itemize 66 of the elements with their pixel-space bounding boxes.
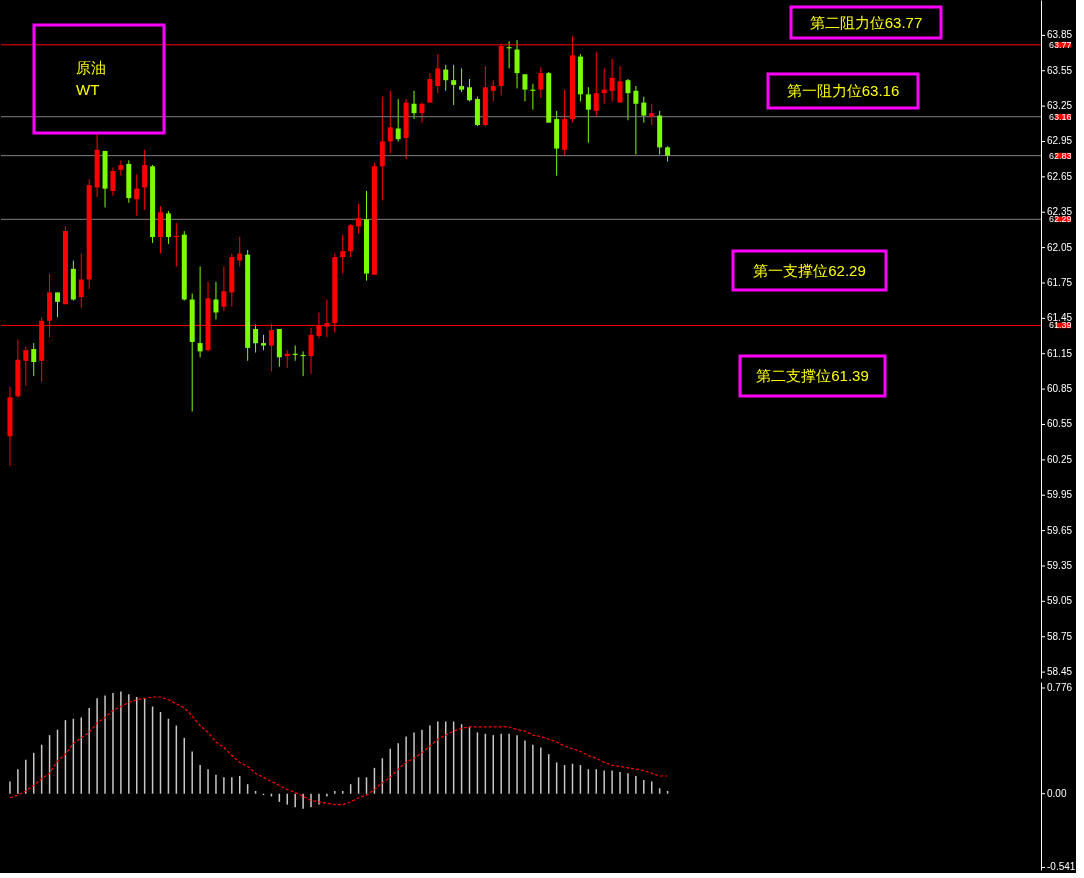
candlestick bbox=[237, 236, 243, 267]
y-tick-label: 60.25 bbox=[1047, 453, 1073, 465]
candlestick bbox=[197, 265, 203, 358]
candlestick bbox=[23, 346, 29, 387]
y-tick-label: 63.85 bbox=[1047, 29, 1073, 41]
candlestick bbox=[633, 85, 639, 155]
y-tick-label: 59.95 bbox=[1047, 489, 1073, 501]
candlestick bbox=[142, 149, 148, 211]
y-tick-label: 63.25 bbox=[1047, 100, 1073, 112]
candlestick bbox=[625, 78, 631, 121]
candlestick bbox=[514, 39, 520, 89]
y-tick-label: 58.75 bbox=[1047, 630, 1073, 642]
y-tick-label: 60.55 bbox=[1047, 418, 1073, 430]
y-tick-label: 63.55 bbox=[1047, 64, 1073, 76]
candlestick bbox=[134, 174, 140, 217]
candlestick bbox=[308, 327, 314, 375]
candlestick bbox=[118, 159, 124, 177]
candlestick bbox=[443, 64, 449, 92]
candlestick bbox=[451, 64, 457, 106]
y-tick-label: 59.05 bbox=[1047, 595, 1073, 607]
y-tick-label: -0.541 bbox=[1047, 861, 1076, 873]
y-tick-label: 62.65 bbox=[1047, 170, 1073, 182]
y-tick-label: 61.45 bbox=[1047, 312, 1073, 324]
candlestick bbox=[110, 166, 116, 197]
y-tick-label: 0.776 bbox=[1047, 681, 1073, 693]
y-tick-label: 59.35 bbox=[1047, 559, 1073, 571]
candlestick bbox=[538, 66, 544, 99]
candlestick bbox=[490, 79, 496, 102]
candlestick bbox=[609, 58, 615, 102]
candlestick bbox=[419, 102, 425, 124]
candlestick bbox=[435, 53, 441, 94]
y-tick-label: 61.75 bbox=[1047, 276, 1073, 288]
annotation: 原油 WT bbox=[76, 59, 106, 98]
candlestick bbox=[522, 73, 528, 102]
y-tick-label: 58.45 bbox=[1047, 666, 1073, 678]
candlestick bbox=[213, 281, 219, 321]
candlestick bbox=[78, 253, 84, 309]
candlestick bbox=[585, 86, 591, 144]
line-series bbox=[9, 696, 669, 806]
annotation: 第一阻力位63.16 bbox=[786, 82, 900, 99]
annotation: 第二支撑位61.39 bbox=[756, 367, 869, 384]
candlestick bbox=[411, 90, 417, 120]
annotation: 第一支撑位62.29 bbox=[753, 261, 866, 279]
candlestick bbox=[427, 72, 433, 104]
y-tick-label: 59.65 bbox=[1047, 524, 1073, 536]
candlestick bbox=[467, 78, 472, 102]
y-tick-label: 62.95 bbox=[1047, 135, 1073, 147]
y-tick-label: 0.00 bbox=[1047, 787, 1067, 799]
candlestick bbox=[221, 265, 227, 312]
candlestick bbox=[593, 51, 599, 118]
candlestick bbox=[649, 103, 655, 126]
candlestick bbox=[340, 234, 346, 275]
candlestick bbox=[253, 323, 259, 354]
y-tick-label: 62.05 bbox=[1047, 241, 1073, 253]
candlestick bbox=[356, 203, 362, 234]
y-tick-label: 60.85 bbox=[1047, 383, 1073, 395]
candlestick bbox=[31, 342, 37, 377]
annotation: 第二阻力位63.77 bbox=[809, 13, 923, 31]
y-tick-label: 61.15 bbox=[1047, 347, 1073, 359]
candlestick bbox=[641, 96, 647, 124]
candlestick bbox=[395, 98, 401, 142]
candlestick bbox=[387, 90, 393, 154]
candlestick bbox=[459, 67, 465, 93]
candlestick bbox=[55, 291, 60, 318]
candlestick bbox=[165, 210, 171, 245]
candlestick bbox=[617, 65, 623, 104]
